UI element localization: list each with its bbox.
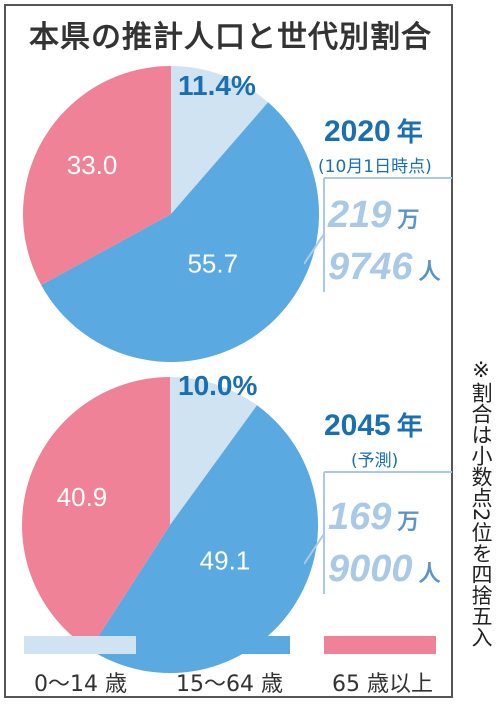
population-rest-unit: 人 (418, 562, 441, 587)
population-2045: 169 万 9000 人 (328, 494, 441, 598)
population-man: 169 (328, 496, 392, 538)
legend-label-working: 15〜64 歳 (176, 672, 283, 697)
legend-swatch-youth (24, 636, 136, 654)
pie-chart-2020: 55.7 33.0 (22, 66, 319, 363)
pie-slice-elderly (21, 377, 170, 650)
chart-title: 本県の推計人口と世代別割合 (29, 20, 432, 55)
note-2020: (10月1日時点) (318, 157, 432, 177)
year-2020: 2020 年 (324, 112, 423, 149)
year-value: 2045 (324, 409, 391, 442)
legend-swatch-elderly (324, 636, 436, 654)
bracket-2020 (304, 177, 452, 292)
legend-label-youth: 0〜14 歳 (34, 672, 127, 697)
rounding-note: ※割合は小数点2位を四捨五入 (469, 358, 493, 648)
pie-slice-youth (171, 66, 269, 214)
legend-swatch-working (178, 636, 290, 654)
population-2020: 219 万 9746 人 (328, 192, 441, 296)
youth-label-2045: 10.0% (178, 370, 258, 401)
year-unit: 年 (396, 412, 423, 442)
population-man-unit: 万 (397, 208, 420, 233)
pie-slice-elderly (22, 66, 171, 286)
slice-value-label-elderly: 40.9 (57, 482, 108, 512)
slice-value-label-working: 49.1 (200, 545, 251, 575)
year-2045: 2045 年 (324, 406, 423, 443)
population-rest-unit: 人 (418, 260, 441, 285)
pie-slice-youth (170, 377, 257, 525)
population-man-unit: 万 (397, 510, 420, 535)
year-value: 2020 (324, 115, 391, 148)
chart-frame: 本県の推計人口と世代別割合 55.7 33.0 11.4% 2020 年 (10月1… (4, 4, 453, 698)
legend-label-elderly: 65 歳以上 (332, 672, 433, 697)
slice-value-label-working: 55.7 (187, 249, 238, 279)
population-rest: 9000 (328, 548, 413, 590)
year-unit: 年 (396, 118, 423, 148)
pie-chart-2045: 49.1 40.9 (21, 377, 319, 674)
pie-slice-working (41, 102, 319, 363)
bracket-2045 (304, 471, 452, 594)
pie-slice-working (89, 405, 319, 674)
population-rest: 9746 (328, 246, 413, 288)
note-2045: (予測) (351, 451, 399, 471)
population-man: 219 (328, 194, 392, 236)
youth-label-2020: 11.4% (178, 70, 256, 101)
slice-value-label-elderly: 33.0 (67, 150, 118, 180)
